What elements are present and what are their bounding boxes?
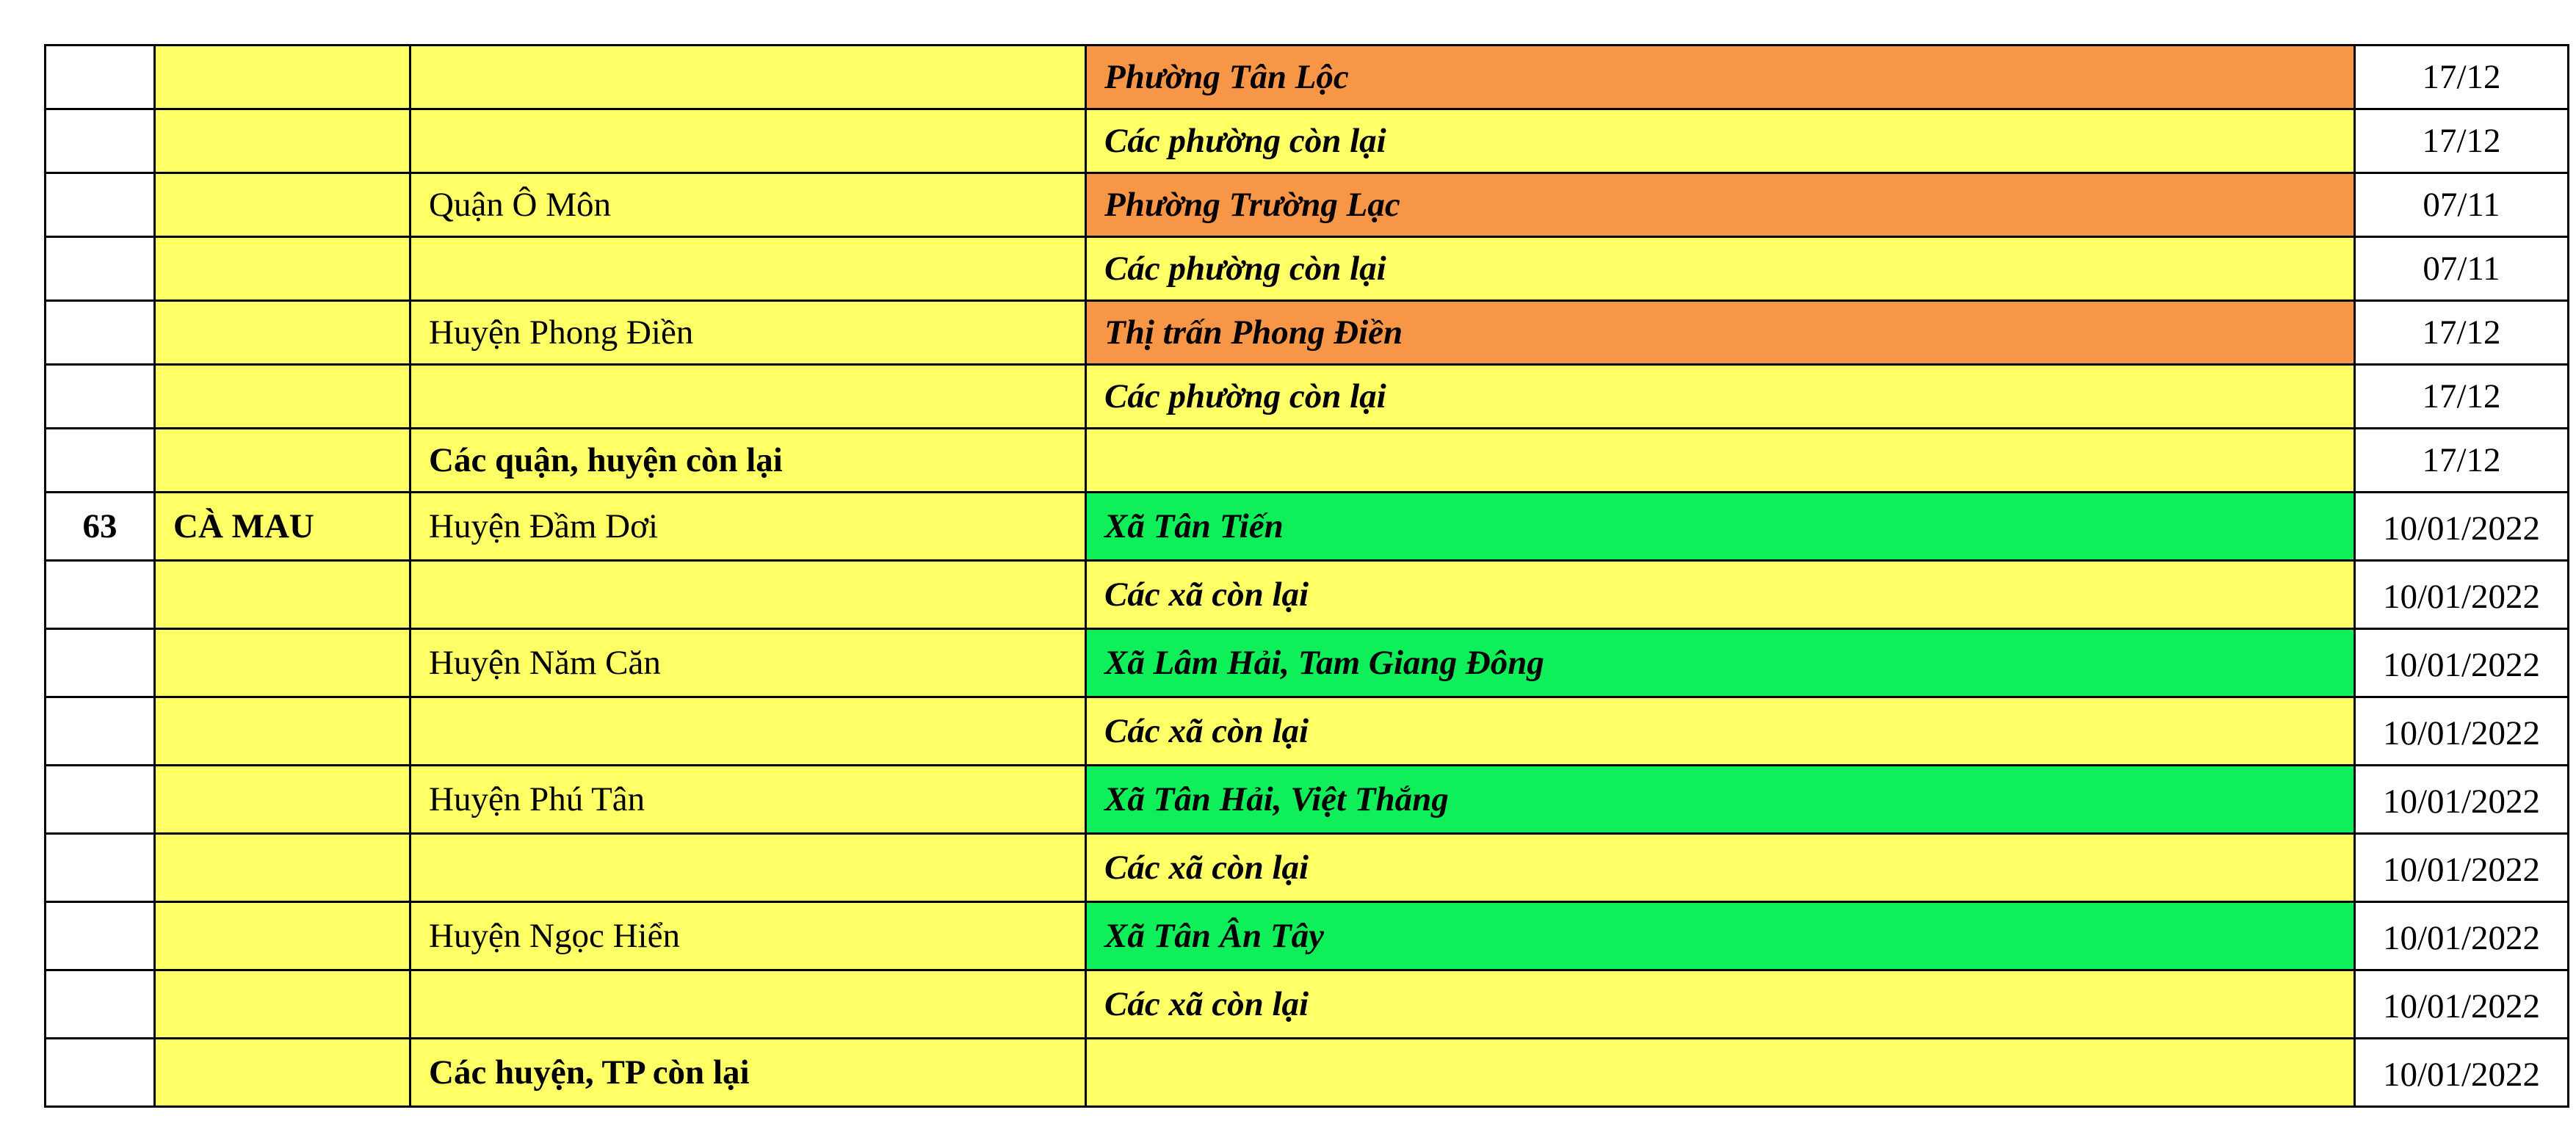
province-cell [153, 832, 411, 903]
date-cell: 10/01/2022 [2354, 901, 2569, 971]
province-cell [153, 1037, 411, 1108]
province-cell [153, 696, 411, 766]
row-number-cell [44, 764, 156, 835]
ward-cell: Thị trấn Phong Điền [1085, 299, 2356, 366]
row-number-cell [44, 628, 156, 698]
ward-cell: Các xã còn lại [1085, 969, 2356, 1039]
ward-cell: Phường Tân Lộc [1085, 44, 2356, 110]
row-number-cell [44, 44, 156, 110]
date-cell: 17/12 [2354, 299, 2569, 366]
date-cell: 10/01/2022 [2354, 832, 2569, 903]
date-cell: 10/01/2022 [2354, 1037, 2569, 1108]
ward-cell: Xã Tân Hải, Việt Thắng [1085, 764, 2356, 835]
table-row: Quận Ô Môn Phường Trường Lạc 07/11 [44, 172, 2569, 238]
district-cell: Huyện Phong Điền [409, 299, 1087, 366]
ward-cell: Các xã còn lại [1085, 832, 2356, 903]
row-number-cell [44, 901, 156, 971]
date-cell: 07/11 [2354, 236, 2569, 302]
ward-cell: Phường Trường Lạc [1085, 172, 2356, 238]
table-row: Phường Tân Lộc 17/12 [44, 44, 2569, 110]
date-cell: 10/01/2022 [2354, 628, 2569, 698]
table-row: Huyện Năm Căn Xã Lâm Hải, Tam Giang Đông… [44, 628, 2569, 698]
row-number-cell [44, 299, 156, 366]
district-cell [409, 108, 1087, 174]
table-row: Các xã còn lại 10/01/2022 [44, 559, 2569, 630]
row-number-cell [44, 427, 156, 493]
date-cell: 07/11 [2354, 172, 2569, 238]
province-cell [153, 628, 411, 698]
district-cell [409, 44, 1087, 110]
province-cell [153, 427, 411, 493]
district-cell: Quận Ô Môn [409, 172, 1087, 238]
province-cell [153, 901, 411, 971]
date-cell: 17/12 [2354, 363, 2569, 429]
row-number-cell [44, 696, 156, 766]
row-number-cell [44, 363, 156, 429]
district-cell [409, 559, 1087, 630]
row-number-cell [44, 236, 156, 302]
ward-cell: Xã Tân Tiến [1085, 491, 2356, 562]
table-row: 63 CÀ MAU Huyện Đầm Dơi Xã Tân Tiến 10/0… [44, 491, 2569, 562]
date-cell: 10/01/2022 [2354, 969, 2569, 1039]
table-row: Các xã còn lại 10/01/2022 [44, 832, 2569, 903]
table-row: Các phường còn lại 07/11 [44, 236, 2569, 302]
table-row: Huyện Phong Điền Thị trấn Phong Điền 17/… [44, 299, 2569, 366]
province-cell [153, 172, 411, 238]
table-row: Huyện Ngọc Hiển Xã Tân Ân Tây 10/01/2022 [44, 901, 2569, 971]
district-cell: Huyện Ngọc Hiển [409, 901, 1087, 971]
district-cell: Các huyện, TP còn lại [409, 1037, 1087, 1108]
row-number-cell [44, 832, 156, 903]
ward-cell: Xã Lâm Hải, Tam Giang Đông [1085, 628, 2356, 698]
table-row: Các xã còn lại 10/01/2022 [44, 696, 2569, 766]
table-row: Các xã còn lại 10/01/2022 [44, 969, 2569, 1039]
table-row: Các phường còn lại 17/12 [44, 108, 2569, 174]
row-number-cell [44, 172, 156, 238]
district-cell [409, 696, 1087, 766]
date-cell: 17/12 [2354, 44, 2569, 110]
district-cell: Huyện Năm Căn [409, 628, 1087, 698]
province-cell [153, 559, 411, 630]
district-cell [409, 363, 1087, 429]
date-cell: 10/01/2022 [2354, 696, 2569, 766]
ward-cell [1085, 427, 2356, 493]
province-cell [153, 299, 411, 366]
district-cell [409, 236, 1087, 302]
ward-cell: Các xã còn lại [1085, 559, 2356, 630]
ward-cell: Các phường còn lại [1085, 236, 2356, 302]
table-row: Các phường còn lại 17/12 [44, 363, 2569, 429]
province-cell [153, 764, 411, 835]
province-cell [153, 108, 411, 174]
table-body: Phường Tân Lộc 17/12 Các phường còn lại … [44, 44, 2569, 1108]
date-cell: 17/12 [2354, 427, 2569, 493]
table-row: Các huyện, TP còn lại 10/01/2022 [44, 1037, 2569, 1108]
province-cell [153, 969, 411, 1039]
province-cell [153, 363, 411, 429]
district-cell [409, 832, 1087, 903]
row-number-cell [44, 108, 156, 174]
ward-cell: Các xã còn lại [1085, 696, 2356, 766]
row-number-cell [44, 559, 156, 630]
province-cell: CÀ MAU [153, 491, 411, 562]
ward-cell: Các phường còn lại [1085, 108, 2356, 174]
table-row: Các quận, huyện còn lại 17/12 [44, 427, 2569, 493]
province-cell [153, 236, 411, 302]
covid-level-table: Phường Tân Lộc 17/12 Các phường còn lại … [44, 44, 2569, 1108]
table-row: Huyện Phú Tân Xã Tân Hải, Việt Thắng 10/… [44, 764, 2569, 835]
ward-cell: Xã Tân Ân Tây [1085, 901, 2356, 971]
row-number-cell [44, 969, 156, 1039]
row-number-cell [44, 1037, 156, 1108]
province-cell [153, 44, 411, 110]
date-cell: 10/01/2022 [2354, 491, 2569, 562]
ward-cell: Các phường còn lại [1085, 363, 2356, 429]
row-number-cell: 63 [44, 491, 156, 562]
date-cell: 10/01/2022 [2354, 764, 2569, 835]
ward-cell [1085, 1037, 2356, 1108]
district-cell: Các quận, huyện còn lại [409, 427, 1087, 493]
date-cell: 17/12 [2354, 108, 2569, 174]
district-cell: Huyện Phú Tân [409, 764, 1087, 835]
district-cell [409, 969, 1087, 1039]
district-cell: Huyện Đầm Dơi [409, 491, 1087, 562]
date-cell: 10/01/2022 [2354, 559, 2569, 630]
